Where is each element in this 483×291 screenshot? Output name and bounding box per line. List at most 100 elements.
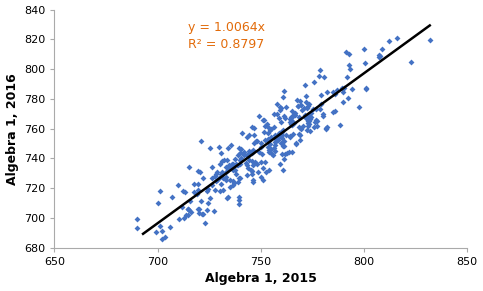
Point — [199, 212, 207, 216]
Point — [267, 126, 275, 131]
Point — [286, 120, 294, 124]
Point — [407, 60, 414, 64]
Point — [302, 94, 310, 99]
Point — [250, 141, 257, 145]
Point — [201, 221, 209, 226]
Point — [277, 141, 284, 146]
Point — [266, 141, 273, 146]
Point — [174, 182, 182, 187]
Point — [279, 94, 286, 99]
Point — [195, 181, 202, 186]
Point — [240, 153, 248, 157]
Point — [166, 224, 174, 229]
Point — [251, 126, 258, 131]
Point — [263, 122, 271, 127]
Point — [265, 136, 272, 141]
Point — [287, 122, 295, 127]
Point — [336, 122, 344, 127]
Point — [283, 133, 290, 138]
Point — [249, 148, 256, 152]
Point — [261, 123, 269, 128]
Point — [260, 129, 268, 134]
Point — [253, 162, 260, 166]
Point — [217, 182, 225, 187]
Point — [226, 185, 234, 190]
Point — [216, 162, 224, 166]
Point — [236, 176, 243, 180]
Point — [197, 139, 205, 144]
Point — [304, 118, 312, 123]
Point — [280, 144, 288, 148]
Point — [393, 35, 401, 40]
Point — [236, 157, 244, 162]
Point — [282, 116, 289, 120]
Point — [156, 188, 164, 193]
Point — [303, 116, 311, 121]
Point — [298, 103, 305, 108]
Point — [361, 61, 369, 65]
Point — [212, 172, 220, 176]
Point — [322, 126, 330, 131]
Point — [275, 116, 283, 120]
Point — [223, 175, 230, 180]
Point — [378, 47, 386, 51]
Point — [322, 126, 329, 131]
Point — [208, 164, 216, 169]
Point — [331, 109, 339, 113]
Point — [296, 131, 303, 136]
Point — [270, 111, 278, 116]
Point — [266, 168, 273, 172]
Point — [224, 168, 231, 173]
Point — [265, 149, 273, 154]
Point — [249, 179, 257, 184]
Point — [301, 83, 309, 88]
Point — [334, 88, 341, 92]
Point — [197, 198, 204, 203]
Point — [257, 145, 265, 150]
Point — [304, 120, 312, 125]
Point — [262, 169, 270, 174]
Point — [226, 162, 233, 167]
Point — [179, 189, 187, 193]
Point — [184, 213, 192, 217]
Point — [185, 164, 193, 169]
Point — [194, 188, 202, 192]
Point — [235, 146, 242, 150]
Point — [197, 170, 204, 175]
Point — [313, 118, 321, 123]
Point — [304, 104, 312, 108]
Point — [185, 207, 193, 212]
Point — [348, 87, 356, 92]
Point — [426, 38, 434, 42]
Point — [194, 206, 202, 211]
Point — [255, 113, 262, 118]
Point — [311, 119, 319, 124]
Point — [316, 107, 324, 111]
Point — [240, 152, 248, 157]
Point — [219, 187, 227, 192]
Point — [270, 146, 278, 150]
Point — [228, 162, 236, 166]
Point — [158, 229, 166, 233]
Point — [305, 102, 313, 107]
Point — [294, 97, 301, 102]
Point — [301, 113, 309, 117]
Point — [250, 133, 258, 138]
Point — [287, 115, 295, 120]
Point — [215, 145, 223, 150]
Point — [272, 135, 280, 140]
Point — [229, 182, 237, 187]
X-axis label: Algebra 1, 2015: Algebra 1, 2015 — [205, 272, 316, 285]
Point — [195, 211, 203, 215]
Point — [208, 176, 215, 180]
Point — [375, 53, 383, 58]
Point — [258, 152, 266, 157]
Point — [186, 199, 194, 204]
Point — [222, 178, 230, 182]
Point — [275, 131, 283, 136]
Point — [303, 128, 311, 133]
Point — [209, 183, 216, 188]
Point — [267, 135, 274, 140]
Point — [299, 123, 307, 128]
Point — [279, 144, 287, 148]
